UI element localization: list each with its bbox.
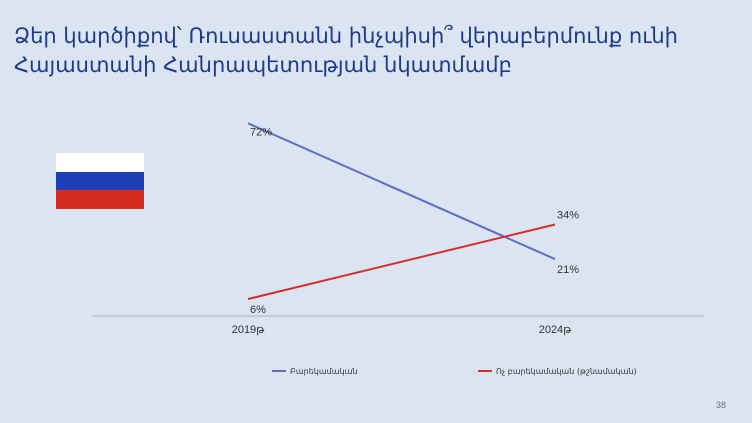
data-label-series-2-point-2: 34%	[557, 209, 579, 221]
x-tick-label-2: 2024թ	[539, 324, 572, 336]
x-tick-label-1: 2019թ	[232, 324, 265, 336]
russia-flag-icon	[56, 153, 144, 209]
series-1: 72% 21%	[247, 122, 579, 276]
data-label-series-1-point-2: 21%	[557, 264, 579, 276]
slide-title-line-2: Հայաստանի Հանրապետության նկատմամբ	[14, 53, 512, 77]
legend-label-1: Բարեկամական	[290, 367, 357, 376]
slide-title: Ձեր կարծիքով՝ Ռուսաստանն ինչպիսի՞ վերաբե…	[14, 22, 734, 80]
data-label-series-1-point-1: 72%	[250, 126, 272, 138]
slide-number: 38	[715, 400, 726, 410]
flag-stripe-red	[56, 190, 144, 209]
flag-stripe-blue	[56, 171, 144, 191]
series-2: 6% 34%	[247, 209, 579, 316]
series-1-line	[247, 122, 556, 261]
flag-stripe-white	[56, 153, 144, 172]
legend-label-2: Ոչ բարեկամական (թշնամական)	[496, 367, 637, 376]
data-label-series-2-point-1: 6%	[250, 304, 266, 316]
legend-item-2: Ոչ բարեկամական (թշնամական)	[478, 367, 637, 376]
series-2-line	[247, 223, 556, 300]
legend-item-1: Բարեկամական	[272, 367, 357, 376]
slide-title-line-1: Ձեր կարծիքով՝ Ռուսաստանն ինչպիսի՞ վերաբե…	[14, 24, 678, 48]
